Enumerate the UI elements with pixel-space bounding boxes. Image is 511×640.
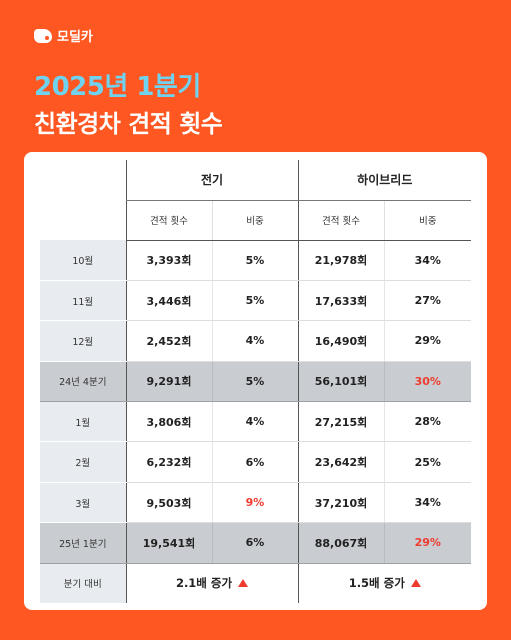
hybrid-share-cell: 29% xyxy=(383,522,472,564)
page-title-period: 2025년 1분기 xyxy=(34,72,201,102)
hybrid-count-cell: 88,067회 xyxy=(297,522,384,564)
table-row: 11월 3,446회 5% 17,633회 27% xyxy=(40,280,472,322)
car-logo-icon xyxy=(34,28,52,43)
hybrid-count-cell: 23,642회 xyxy=(297,441,384,483)
ev-count-cell: 9,291회 xyxy=(125,361,212,403)
ev-count-cell: 2,452회 xyxy=(125,320,212,362)
subheader-ev-share: 비중 xyxy=(211,200,298,241)
hybrid-count-cell: 37,210회 xyxy=(297,482,384,524)
ev-change-cell: 2.1배 증가 xyxy=(125,563,298,604)
hybrid-share-cell: 28% xyxy=(383,401,472,443)
group-header-ev: 전기 xyxy=(125,160,298,201)
row-label: 10월 xyxy=(40,240,126,281)
ev-count-cell: 9,503회 xyxy=(125,482,212,524)
quote-count-table: 전기 하이브리드 견적 횟수 비중 견적 횟수 비중 10월 3,393회 5% 21… xyxy=(40,160,472,604)
header-corner-lower xyxy=(40,200,126,240)
summary-row: 25년 1분기 19,541회 6% 88,067회 29% xyxy=(40,522,472,564)
row-label: 2월 xyxy=(40,441,126,483)
comparison-row: 분기 대비 2.1배 증가 1.5배 증가 xyxy=(40,563,472,604)
ev-count-cell: 19,541회 xyxy=(125,522,212,564)
hybrid-count-cell: 56,101회 xyxy=(297,361,384,403)
hybrid-change-text: 1.5배 증가 xyxy=(348,576,405,591)
ev-count-cell: 6,232회 xyxy=(125,441,212,483)
subheader-hybrid-count: 견적 횟수 xyxy=(297,200,384,241)
row-label: 11월 xyxy=(40,280,126,322)
group-header-hybrid: 하이브리드 xyxy=(297,160,472,201)
row-label: 1월 xyxy=(40,401,126,443)
hybrid-share-cell: 30% xyxy=(383,361,472,403)
hybrid-share-cell: 34% xyxy=(383,482,472,524)
increase-triangle-icon xyxy=(410,579,421,588)
hybrid-count-cell: 16,490회 xyxy=(297,320,384,362)
table-row: 2월 6,232회 6% 23,642회 25% xyxy=(40,441,472,483)
hybrid-count-cell: 17,633회 xyxy=(297,280,384,322)
page-title-subject: 친환경차 견적 횟수 xyxy=(34,110,223,138)
ev-share-cell: 6% xyxy=(211,522,298,564)
table-row: 12월 2,452회 4% 16,490회 29% xyxy=(40,320,472,362)
hybrid-share-cell: 29% xyxy=(383,320,472,362)
brand: 모딜카 xyxy=(34,26,93,45)
comparison-label: 분기 대비 xyxy=(40,563,126,604)
row-label: 24년 4분기 xyxy=(40,361,126,403)
brand-name: 모딜카 xyxy=(57,30,93,45)
subheader-ev-count: 견적 횟수 xyxy=(125,200,212,241)
summary-row: 24년 4분기 9,291회 5% 56,101회 30% xyxy=(40,361,472,403)
ev-count-cell: 3,393회 xyxy=(125,240,212,281)
hybrid-share-cell: 27% xyxy=(383,280,472,322)
ev-share-cell: 5% xyxy=(211,280,298,322)
header-corner xyxy=(40,160,126,200)
ev-share-cell: 9% xyxy=(211,482,298,524)
table-card: 전기 하이브리드 견적 횟수 비중 견적 횟수 비중 10월 3,393회 5% 21… xyxy=(24,152,487,610)
increase-triangle-icon xyxy=(238,579,249,588)
ev-share-cell: 5% xyxy=(211,361,298,403)
ev-share-cell: 4% xyxy=(211,401,298,443)
ev-share-cell: 6% xyxy=(211,441,298,483)
ev-share-cell: 5% xyxy=(211,240,298,281)
hybrid-share-cell: 25% xyxy=(383,441,472,483)
row-label: 12월 xyxy=(40,320,126,362)
table-row: 3월 9,503회 9% 37,210회 34% xyxy=(40,482,472,524)
row-label: 25년 1분기 xyxy=(40,522,126,564)
ev-count-cell: 3,446회 xyxy=(125,280,212,322)
table-row: 1월 3,806회 4% 27,215회 28% xyxy=(40,401,472,443)
hybrid-count-cell: 21,978회 xyxy=(297,240,384,281)
hybrid-count-cell: 27,215회 xyxy=(297,401,384,443)
table-row: 10월 3,393회 5% 21,978회 34% xyxy=(40,240,472,281)
ev-share-cell: 4% xyxy=(211,320,298,362)
ev-count-cell: 3,806회 xyxy=(125,401,212,443)
hybrid-change-cell: 1.5배 증가 xyxy=(297,563,472,604)
hybrid-share-cell: 34% xyxy=(383,240,472,281)
row-label: 3월 xyxy=(40,482,126,524)
subheader-hybrid-share: 비중 xyxy=(383,200,472,241)
ev-change-text: 2.1배 증가 xyxy=(175,576,233,591)
